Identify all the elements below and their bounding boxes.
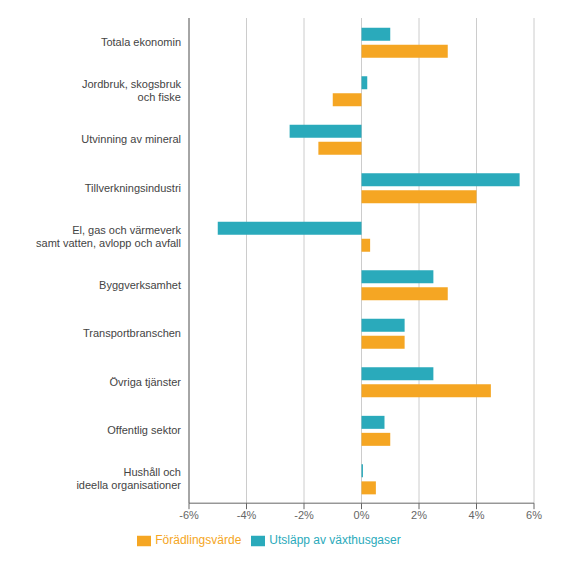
- svg-text:Transportbranschen: Transportbranschen: [83, 327, 181, 339]
- svg-text:Hushåll ochideella organisatio: Hushåll ochideella organisationer: [76, 466, 181, 491]
- svg-text:2%: 2%: [411, 509, 427, 521]
- svg-text:Övriga tjänster: Övriga tjänster: [109, 376, 181, 388]
- svg-text:0%: 0%: [354, 509, 370, 521]
- svg-text:-6%: -6%: [179, 509, 199, 521]
- svg-text:-4%: -4%: [237, 509, 257, 521]
- svg-text:Jordbruk, skogsbrukoch fiske: Jordbruk, skogsbrukoch fiske: [82, 78, 182, 103]
- svg-text:Byggverksamhet: Byggverksamhet: [99, 279, 181, 291]
- svg-text:El, gas och värmeverksamt vatt: El, gas och värmeverksamt vatten, avlopp…: [36, 224, 181, 249]
- svg-text:-2%: -2%: [294, 509, 314, 521]
- svg-text:Tillverkningsindustri: Tillverkningsindustri: [85, 182, 181, 194]
- svg-text:Utvinning av mineral: Utvinning av mineral: [81, 133, 181, 145]
- svg-text:6%: 6%: [526, 509, 542, 521]
- svg-text:Totala ekonomin: Totala ekonomin: [101, 36, 181, 48]
- svg-text:4%: 4%: [469, 509, 485, 521]
- svg-text:Offentlig sektor: Offentlig sektor: [107, 424, 181, 436]
- html-text:Utsläpp av växthusgaser: Utsläpp av växthusgaser: [269, 533, 401, 548]
- html-text:Förädlingsvärde: Förädlingsvärde: [155, 533, 242, 548]
